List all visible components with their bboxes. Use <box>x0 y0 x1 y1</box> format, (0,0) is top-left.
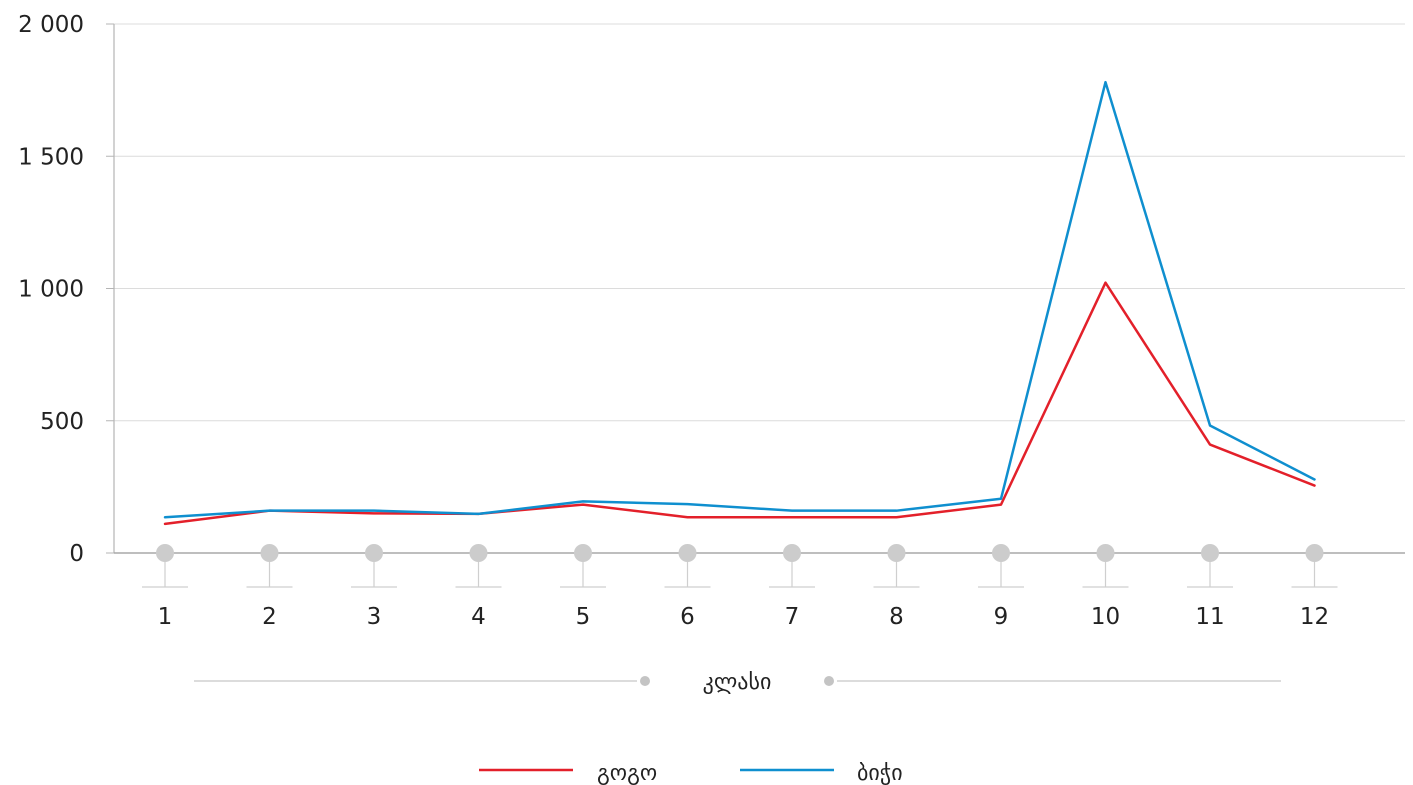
x-axis-title-dot-right <box>824 676 834 686</box>
x-tick-dot-3 <box>365 544 383 562</box>
y-tick-labels: 0 500 1 000 1 500 2 000 <box>18 12 84 567</box>
x-tick-dot-4 <box>469 544 488 562</box>
x-tick-labels: 1 2 3 4 5 6 7 8 9 10 11 12 <box>158 604 1329 630</box>
x-tick-label-1: 1 <box>158 604 173 630</box>
x-tick-dot-1 <box>156 544 174 562</box>
y-tick-label-1000: 1 000 <box>18 277 84 303</box>
x-axis-title-group: კლასი <box>194 670 1281 695</box>
y-tick-label-2000: 2 000 <box>18 12 84 38</box>
x-tick-label-8: 8 <box>889 604 904 630</box>
y-tick-label-500: 500 <box>40 409 84 435</box>
y-tick-label-1500: 1 500 <box>18 144 84 170</box>
x-tick-dot-7 <box>783 544 801 562</box>
x-tick-dot-11 <box>1201 544 1219 562</box>
x-tick-dot-8 <box>887 544 906 562</box>
x-tick-dot-2 <box>260 544 279 562</box>
x-tick-label-10: 10 <box>1091 604 1120 630</box>
legend: გოგო ბიჭი <box>479 761 903 785</box>
legend-item-boys: ბიჭი <box>740 761 903 785</box>
x-tick-label-5: 5 <box>576 604 591 630</box>
x-tick-dot-10 <box>1096 544 1115 562</box>
x-tick-dot-6 <box>678 544 697 562</box>
legend-label-boys: ბიჭი <box>857 761 903 785</box>
x-tick-label-2: 2 <box>262 604 277 630</box>
legend-label-girls: გოგო <box>597 761 657 785</box>
x-tick-label-6: 6 <box>680 604 695 630</box>
series-line-0 <box>163 281 1316 526</box>
legend-item-girls: გოგო <box>479 761 657 785</box>
x-tick-dot-12 <box>1305 544 1324 562</box>
x-tick-dot-9 <box>992 544 1010 562</box>
series-lines <box>163 80 1316 526</box>
x-tick-label-7: 7 <box>785 604 800 630</box>
x-tick-dot-5 <box>574 544 592 562</box>
x-tick-label-11: 11 <box>1195 604 1224 630</box>
axes <box>106 23 1405 588</box>
x-axis-title-dot-left <box>640 676 650 686</box>
x-tick-label-3: 3 <box>367 604 382 630</box>
grid-lines <box>114 23 1405 422</box>
x-tick-label-12: 12 <box>1300 604 1329 630</box>
x-tick-label-4: 4 <box>471 604 486 630</box>
x-axis-title: კლასი <box>703 670 772 695</box>
x-tick-label-9: 9 <box>994 604 1009 630</box>
series-line-1 <box>163 80 1316 519</box>
y-tick-label-0: 0 <box>69 541 84 567</box>
